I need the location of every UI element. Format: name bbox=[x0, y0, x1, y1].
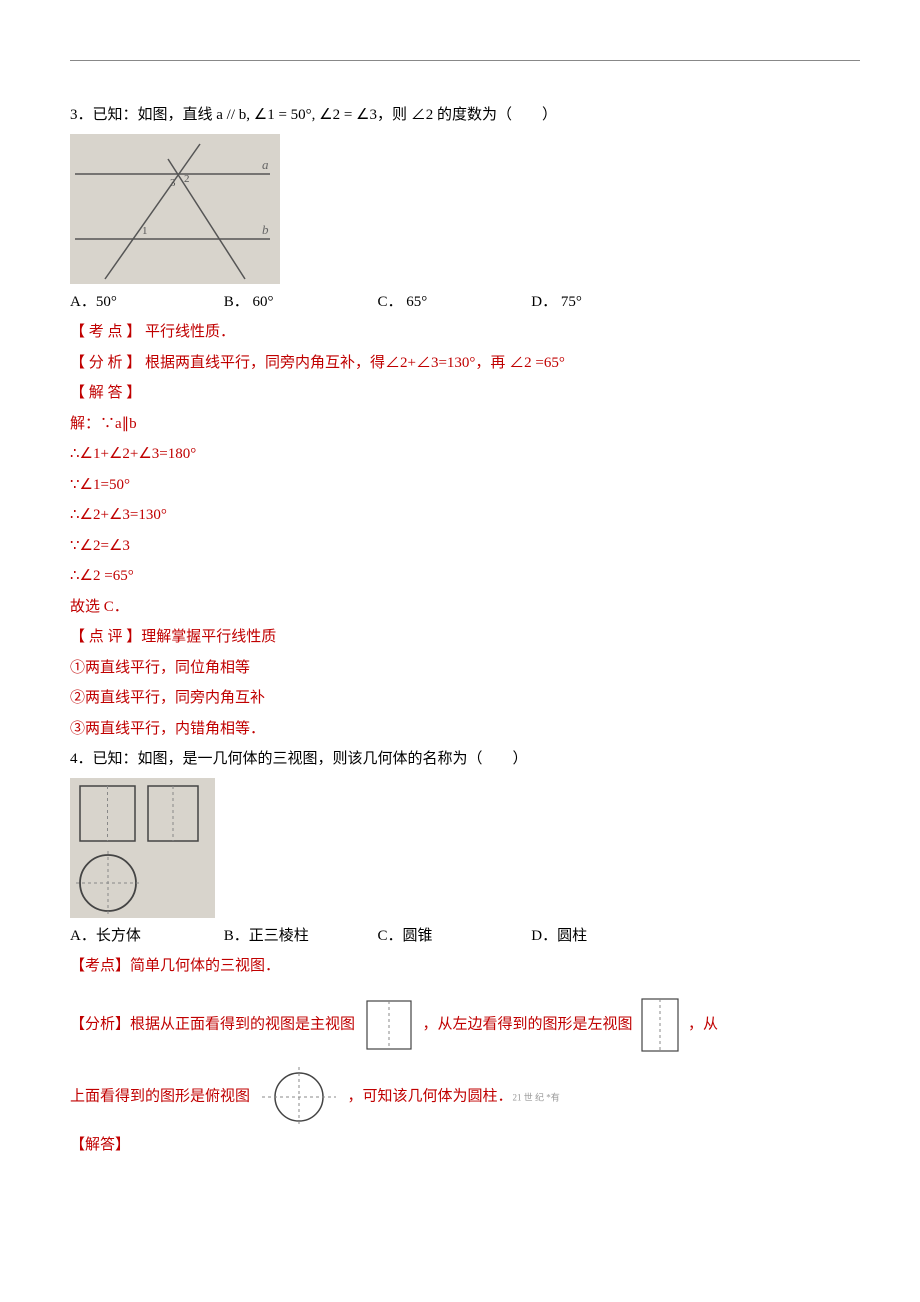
q3-sol1: 解：∵a∥b bbox=[70, 410, 860, 439]
svg-text:a: a bbox=[262, 157, 269, 172]
spacer-2 bbox=[70, 1057, 860, 1065]
page-content: 3．已知：如图，直线 a // b, ∠1 = 50°, ∠2 = ∠3，则 ∠… bbox=[70, 60, 860, 1159]
front-view-icon bbox=[359, 995, 419, 1055]
svg-text:3: 3 bbox=[170, 177, 176, 189]
q3-sol6: ∴∠2 =65° bbox=[70, 562, 860, 591]
q4-kaodian-text: 简单几何体的三视图． bbox=[130, 958, 280, 974]
q4-opt-b: B．正三棱柱 bbox=[224, 922, 374, 951]
q3-sol7: 故选 C． bbox=[70, 593, 860, 622]
top-view-icon bbox=[254, 1065, 344, 1129]
q4-fenxi-pre: 根据从正面看得到的视图是主视图 bbox=[130, 1016, 359, 1032]
q4-figure bbox=[70, 778, 860, 918]
svg-text:2: 2 bbox=[184, 173, 190, 185]
q4-kaodian-label: 【考点】 bbox=[70, 958, 130, 974]
q3-opt-a: A．50° bbox=[70, 288, 220, 317]
q3-opt-d: D． 75° bbox=[531, 288, 681, 317]
q3-fenxi: 【 分 析 】 根据两直线平行，同旁内角互补，得∠2+∠3=130°，再 ∠2 … bbox=[70, 349, 860, 378]
q4-stem: 4．已知：如图，是一几何体的三视图，则该几何体的名称为（ ） bbox=[70, 745, 860, 774]
q4-line2-pre: 上面看得到的图形是俯视图 bbox=[70, 1088, 254, 1104]
kaodian-text: 平行线性质． bbox=[141, 324, 235, 340]
q4-fenxi-line2: 上面看得到的图形是俯视图 ，可知该几何体为圆柱．21 世 纪 *有 bbox=[70, 1065, 860, 1129]
q4-fenxi-label: 【分析】 bbox=[70, 1016, 130, 1032]
q3-sol5: ∵∠2=∠3 bbox=[70, 532, 860, 561]
svg-text:b: b bbox=[262, 222, 269, 237]
q3-options: A．50° B． 60° C． 65° D． 75° bbox=[70, 288, 860, 317]
q3-jieda-label: 【 解 答 】 bbox=[70, 379, 860, 408]
q4-opt-c: C．圆锥 bbox=[378, 922, 528, 951]
svg-text:1: 1 bbox=[142, 225, 148, 237]
q4-options: A．长方体 B．正三棱柱 C．圆锥 D．圆柱 bbox=[70, 922, 860, 951]
q3-stem: 3．已知：如图，直线 a // b, ∠1 = 50°, ∠2 = ∠3，则 ∠… bbox=[70, 101, 860, 130]
q3-sol4: ∴∠2+∠3=130° bbox=[70, 501, 860, 530]
watermark-text: 21 世 纪 *有 bbox=[513, 1092, 560, 1102]
q4-jieda-label: 【解答】 bbox=[70, 1131, 860, 1160]
q4-fenxi-mid: ，从左边看得到的图形是左视图 bbox=[423, 1016, 637, 1032]
q4-kaodian: 【考点】简单几何体的三视图． bbox=[70, 952, 860, 981]
q4-opt-a: A．长方体 bbox=[70, 922, 220, 951]
fenxi-text: 根据两直线平行，同旁内角互补，得∠2+∠3=130°，再 ∠2 =65° bbox=[141, 355, 565, 371]
dianping-label: 【 点 评 】 bbox=[70, 629, 141, 645]
q3-dianping: 【 点 评 】理解掌握平行线性质 bbox=[70, 623, 860, 652]
q3-opt-c: C． 65° bbox=[378, 288, 528, 317]
spacer bbox=[70, 983, 860, 995]
q4-fenxi-end: ，从 bbox=[688, 1016, 718, 1032]
kaodian-label: 【 考 点 】 bbox=[70, 324, 141, 340]
q3-pt2: ②两直线平行，同旁内角互补 bbox=[70, 684, 860, 713]
dianping-text: 理解掌握平行线性质 bbox=[141, 629, 276, 645]
q3-sol3: ∵∠1=50° bbox=[70, 471, 860, 500]
q3-sol2: ∴∠1+∠2+∠3=180° bbox=[70, 440, 860, 469]
q4-fenxi-line1: 【分析】根据从正面看得到的视图是主视图 ，从左边看得到的图形是左视图 ，从 bbox=[70, 995, 860, 1055]
q4-line2-mid: ，可知该几何体为圆柱． bbox=[348, 1088, 513, 1104]
q3-pt1: ①两直线平行，同位角相等 bbox=[70, 654, 860, 683]
q4-opt-d: D．圆柱 bbox=[531, 922, 681, 951]
q3-pt3: ③两直线平行，内错角相等． bbox=[70, 715, 860, 744]
side-view-icon bbox=[636, 995, 684, 1055]
fenxi-label: 【 分 析 】 bbox=[70, 355, 141, 371]
q3-opt-b: B． 60° bbox=[224, 288, 374, 317]
q3-kaodian: 【 考 点 】 平行线性质． bbox=[70, 318, 860, 347]
q3-figure: a b 1 3 2 bbox=[70, 134, 860, 284]
